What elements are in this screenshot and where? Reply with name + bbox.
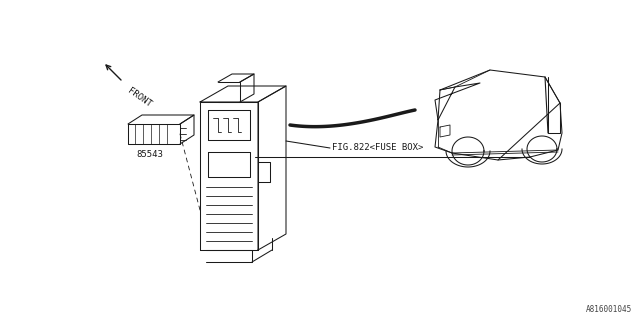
Text: A816001045: A816001045 xyxy=(586,305,632,314)
Text: FIG.822<FUSE BOX>: FIG.822<FUSE BOX> xyxy=(332,142,424,151)
Text: 85543: 85543 xyxy=(136,150,163,159)
Text: FRONT: FRONT xyxy=(126,86,153,109)
